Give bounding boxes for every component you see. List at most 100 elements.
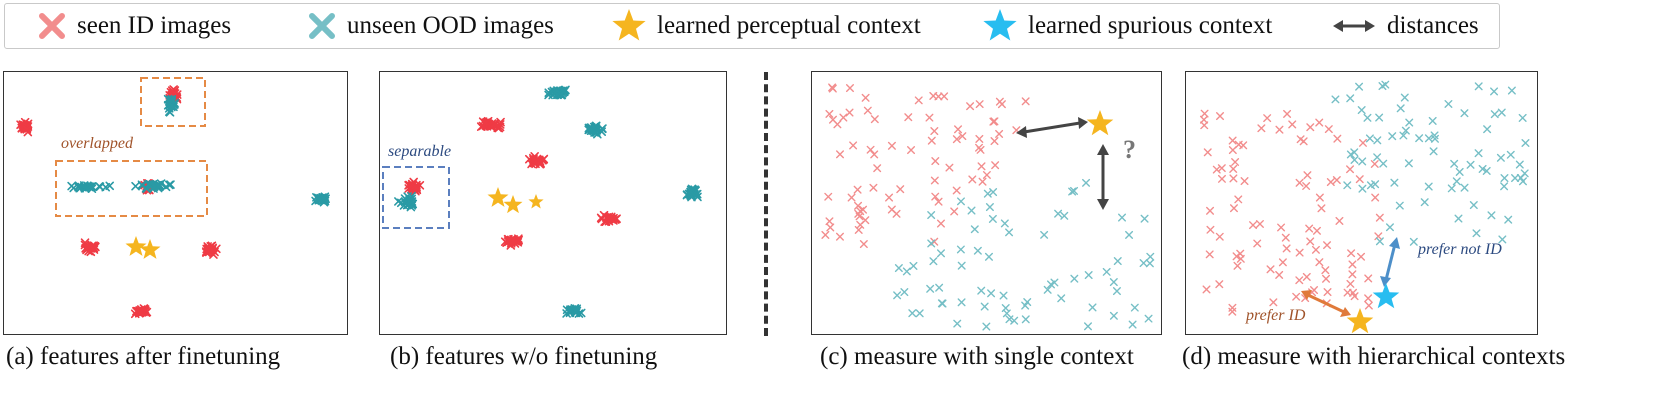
- id-point: [1283, 109, 1292, 118]
- panel-c-canvas: ?: [821, 83, 1155, 331]
- ood-point: [1424, 182, 1433, 191]
- ood-point: [1109, 278, 1118, 287]
- id-point: [1347, 249, 1356, 258]
- id-point: [863, 106, 872, 115]
- ood-point: [1040, 230, 1049, 239]
- id-point: [1217, 174, 1226, 183]
- id-point: [1206, 225, 1215, 234]
- id-point: [1253, 239, 1262, 248]
- id-point: [1357, 252, 1366, 261]
- id-point: [887, 141, 896, 150]
- ood-point: [973, 246, 982, 255]
- ood-cluster-point: [81, 183, 91, 193]
- id-point: [1358, 138, 1367, 147]
- id-point: [826, 223, 835, 232]
- ood-point: [1452, 177, 1461, 186]
- ood-point: [1112, 287, 1121, 296]
- ood-point: [957, 298, 966, 307]
- spurious-context-star: [1372, 283, 1400, 309]
- id-point: [904, 113, 913, 122]
- ood-point: [1088, 303, 1097, 312]
- id-point: [1315, 258, 1324, 267]
- id-point: [995, 97, 1004, 106]
- ood-point: [982, 322, 991, 331]
- ood-cluster-point: [598, 124, 607, 133]
- id-point: [836, 150, 845, 159]
- id-point: [1234, 195, 1243, 204]
- ood-point: [1070, 186, 1079, 195]
- id-point: [1364, 294, 1373, 303]
- id-point: [1335, 216, 1344, 225]
- id-point: [896, 185, 905, 194]
- id-point: [1303, 171, 1312, 180]
- ood-point: [953, 319, 962, 328]
- ood-point: [1000, 219, 1009, 228]
- id-point: [977, 162, 986, 171]
- id-point: [870, 150, 879, 159]
- id-point: [1296, 135, 1305, 144]
- id-point: [1306, 123, 1315, 132]
- ood-point: [1390, 178, 1399, 187]
- overlap-box-top: [140, 77, 206, 127]
- id-cluster-point: [407, 181, 417, 191]
- ood-cluster-point: [94, 181, 104, 191]
- cross-icon-id: [39, 13, 65, 39]
- ood-point: [1068, 187, 1077, 196]
- id-point: [853, 185, 862, 194]
- id-point: [975, 134, 984, 143]
- double-arrow-icon: [1333, 20, 1375, 32]
- legend-unseen-ood: unseen OOD images: [307, 8, 554, 44]
- id-point: [1370, 159, 1379, 168]
- panel-b-points: [394, 85, 702, 318]
- id-point: [1277, 223, 1286, 232]
- ood-cluster-point: [584, 125, 594, 135]
- id-point: [1311, 245, 1320, 254]
- id-point: [1323, 241, 1332, 250]
- id-point: [927, 136, 936, 145]
- id-point: [991, 161, 1000, 170]
- ood-point: [1346, 94, 1355, 103]
- panel-b-plot: separable: [379, 71, 727, 335]
- ood-cluster-point: [566, 305, 575, 314]
- id-point: [1263, 114, 1272, 123]
- perceptual-context-star: [487, 187, 509, 207]
- panel-c-points: [821, 83, 1155, 331]
- id-cluster-point: [604, 213, 613, 222]
- ood-point: [1466, 160, 1475, 169]
- ood-point: [1140, 214, 1149, 223]
- perceptual-context-star: [1086, 110, 1114, 136]
- ood-point: [1504, 215, 1513, 224]
- id-point: [1315, 193, 1324, 202]
- ood-point: [1455, 167, 1464, 176]
- id-point: [1215, 280, 1224, 289]
- ood-point: [1490, 110, 1499, 119]
- id-point: [907, 146, 916, 155]
- ood-point: [1511, 174, 1520, 183]
- ood-point: [1474, 149, 1483, 158]
- ood-point: [1483, 125, 1492, 134]
- id-point: [859, 240, 868, 249]
- ood-point: [1388, 132, 1397, 141]
- ood-point: [1046, 280, 1055, 289]
- id-point: [1348, 260, 1357, 269]
- caption-a: (a) features after finetuning: [6, 343, 281, 370]
- id-point: [940, 92, 949, 101]
- id-point: [845, 84, 854, 93]
- ood-point: [1125, 230, 1134, 239]
- ood-cluster-point: [166, 180, 175, 189]
- id-point: [1215, 232, 1224, 241]
- ood-point: [1043, 285, 1052, 294]
- id-point: [1236, 254, 1245, 263]
- ood-point: [909, 261, 918, 270]
- ood-point: [1518, 113, 1527, 122]
- ood-cluster-point: [589, 122, 599, 132]
- id-cluster-point: [536, 159, 546, 168]
- ood-point: [1365, 134, 1374, 143]
- ood-point: [1355, 82, 1364, 91]
- ood-point: [1521, 138, 1530, 147]
- id-point: [1343, 288, 1352, 297]
- id-point: [1281, 233, 1290, 242]
- perceptual-context-star: [528, 194, 544, 209]
- id-point: [887, 205, 896, 214]
- ood-point: [1400, 93, 1409, 102]
